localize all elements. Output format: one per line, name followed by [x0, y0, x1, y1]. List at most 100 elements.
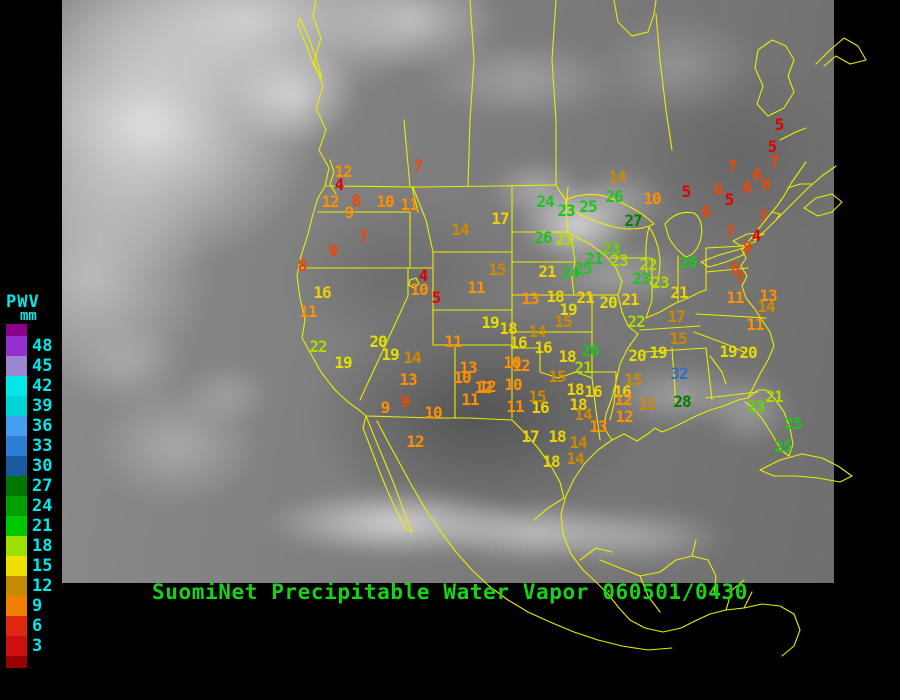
station-pwv-value: 12 [406, 432, 424, 451]
station-pwv-value: 16 [509, 333, 527, 352]
station-pwv-value: 14 [757, 297, 775, 316]
station-pwv-value: 9 [400, 392, 411, 411]
scale-swatch [6, 536, 27, 556]
station-pwv-value: 19 [381, 345, 399, 364]
scale-value-label: 21 [32, 516, 53, 536]
station-pwv-value: 21 [621, 290, 639, 309]
station-pwv-value: 6 [752, 165, 763, 184]
scale-swatch [6, 596, 27, 616]
scale-swatch [6, 376, 27, 396]
scale-entry: 27 [6, 476, 52, 496]
scale-entry: 6 [6, 616, 52, 636]
station-pwv-value: 23 [651, 273, 669, 292]
station-pwv-value: 8 [297, 256, 308, 275]
scale-value-label: 3 [32, 636, 43, 656]
station-pwv-value: 16 [584, 382, 602, 401]
scale-entry: 24 [6, 496, 52, 516]
lake-huron-outline [664, 211, 703, 258]
station-pwv-value: 11 [726, 288, 744, 307]
station-pwv-value: 23 [610, 251, 628, 270]
station-pwv-value: 22 [639, 255, 657, 274]
scale-entry: 18 [6, 536, 52, 556]
station-pwv-value: 14 [574, 405, 592, 424]
canada-border [324, 184, 567, 201]
station-pwv-value: 6 [742, 178, 753, 197]
station-pwv-value: 12 [334, 162, 352, 181]
station-pwv-value: 17 [521, 427, 539, 446]
pwv-color-scale: PWV mm 48 45 42 39 36 33 30 27 24 21 18 15 12 9 6 3 [6, 294, 52, 668]
florida-outline [744, 389, 794, 457]
station-pwv-value: 26 [605, 187, 623, 206]
lake-michigan-outline [645, 226, 661, 289]
station-pwv-value: 7 [727, 157, 738, 176]
scale-entry: 21 [6, 516, 52, 536]
station-pwv-value: 8 [351, 191, 362, 210]
station-pwv-value: 10 [424, 403, 442, 422]
scale-swatch [6, 616, 27, 636]
station-pwv-value: 13 [459, 358, 477, 377]
scale-swatch [6, 476, 27, 496]
scale-swatch [6, 436, 27, 456]
station-pwv-value: 11 [444, 332, 462, 351]
scale-swatch [6, 516, 27, 536]
station-pwv-value: 5 [681, 182, 692, 201]
station-pwv-value: 8 [742, 238, 753, 257]
mexico-west-coast [376, 420, 673, 651]
station-pwv-value: 18 [499, 319, 517, 338]
scale-entry: 39 [6, 396, 52, 416]
west-coast-outline [296, 0, 367, 417]
scale-swatch [6, 356, 27, 376]
station-pwv-value: 18 [542, 452, 560, 471]
station-pwv-value: 21 [765, 387, 783, 406]
station-pwv-value: 14 [569, 433, 587, 452]
station-pwv-value: 18 [558, 347, 576, 366]
station-pwv-value: 25 [579, 197, 597, 216]
station-pwv-value: 7 [358, 227, 369, 246]
scale-value-label: 45 [32, 356, 53, 376]
scale-value-label: 6 [32, 616, 43, 636]
station-pwv-value: 12 [478, 377, 496, 396]
station-pwv-value: 19 [481, 313, 499, 332]
station-pwv-value: 11 [299, 302, 317, 321]
station-pwv-value: 16 [313, 283, 331, 302]
newfoundland-outline [754, 37, 867, 117]
cloud-imagery [62, 0, 834, 583]
station-pwv-value: 23 [602, 239, 620, 258]
station-pwv-value: 24 [561, 263, 579, 282]
scale-entry: 42 [6, 376, 52, 396]
station-pwv-value: 10 [504, 375, 522, 394]
vancouver-island-outline [297, 17, 337, 195]
station-pwv-value: 21 [670, 283, 688, 302]
station-pwv-value: 15 [528, 387, 546, 406]
station-pwv-value: 13 [521, 289, 539, 308]
geography-outline-group [296, 0, 867, 657]
station-pwv-value: 22 [627, 312, 645, 331]
station-pwv-value: 17 [667, 307, 685, 326]
station-pwv-value: 20 [599, 293, 617, 312]
scale-value-label: 27 [32, 476, 53, 496]
great-salt-lake-outline [408, 277, 420, 289]
station-pwv-value: 8 [730, 259, 741, 278]
scale-entry: 48 [6, 336, 52, 356]
scale-value-label: 9 [32, 596, 43, 616]
station-pwv-value: 16 [613, 382, 631, 401]
scale-swatch [6, 336, 27, 356]
station-pwv-value: 4 [334, 175, 345, 194]
station-pwv-value: 23 [632, 269, 650, 288]
station-pwv-value: 4 [751, 226, 762, 245]
station-pwv-value: 5 [724, 190, 735, 209]
station-pwv-value: 19 [334, 353, 352, 372]
station-pwv-value: 13 [399, 370, 417, 389]
station-pwv-value: 5 [767, 137, 778, 156]
station-pwv-value: 11 [467, 278, 485, 297]
station-pwv-value: 21 [576, 288, 594, 307]
station-pwv-value: 32 [670, 364, 688, 383]
station-pwv-value: 12 [512, 356, 530, 375]
scale-value-label: 36 [32, 416, 53, 436]
satellite-image [62, 0, 834, 583]
state-lines-central [511, 186, 713, 441]
station-pwv-value: 15 [488, 260, 506, 279]
scale-value-label: 30 [32, 456, 53, 476]
scale-value-label: 42 [32, 376, 53, 396]
station-pwv-value: 26 [679, 253, 697, 272]
